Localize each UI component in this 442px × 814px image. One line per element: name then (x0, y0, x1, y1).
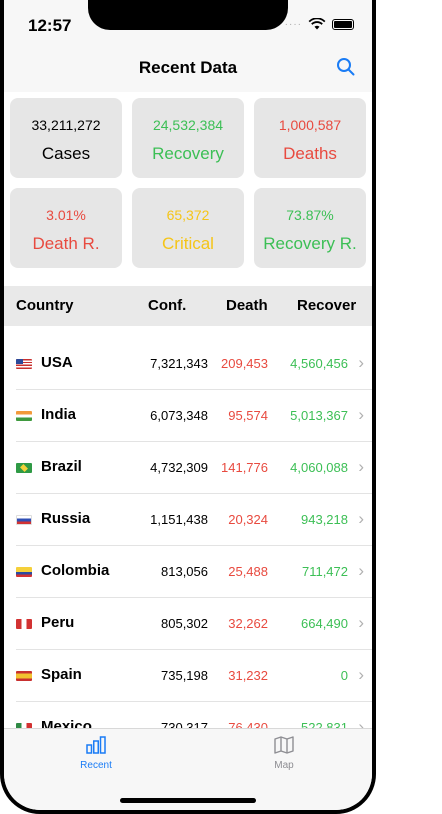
table-header: Country Conf. Death Recover (4, 286, 372, 326)
tab-label: Recent (36, 760, 156, 771)
stat-value: 73.87% (254, 207, 366, 223)
country-name: Peru (41, 614, 74, 631)
confirmed-value: 6,073,348 (150, 408, 208, 423)
stat-card-death-rate: 3.01% Death R. (10, 188, 122, 268)
recovered-value: 4,560,456 (290, 356, 348, 371)
recovered-value: 5,013,367 (290, 408, 348, 423)
death-value: 31,232 (228, 668, 268, 683)
home-indicator (120, 798, 256, 803)
confirmed-value: 7,321,343 (150, 356, 208, 371)
chevron-right-icon: › (358, 509, 364, 529)
header-confirmed: Conf. (148, 297, 186, 314)
chevron-right-icon: › (358, 457, 364, 477)
recovered-value: 0 (341, 668, 348, 683)
page-title: Recent Data (4, 58, 372, 78)
recovered-value: 943,218 (301, 512, 348, 527)
table-row[interactable]: Brazil 4,732,309 141,776 4,060,088 › (4, 442, 372, 494)
tab-label: Map (224, 760, 344, 771)
tab-recent[interactable]: Recent (36, 735, 156, 771)
map-icon (273, 735, 295, 755)
header-death: Death (226, 297, 268, 314)
app-screen: 12:57 ···· Recent Data 33,211,272 Cases (4, 0, 372, 810)
battery-icon (332, 19, 354, 30)
device-frame: 12:57 ···· Recent Data 33,211,272 Cases (0, 0, 376, 814)
recovered-value: 664,490 (301, 616, 348, 631)
india-flag-icon (16, 411, 32, 421)
stat-label: Death R. (10, 234, 122, 254)
confirmed-value: 1,151,438 (150, 512, 208, 527)
usa-flag-icon (16, 359, 32, 369)
navigation-bar: 12:57 ···· Recent Data (4, 0, 372, 92)
death-value: 32,262 (228, 616, 268, 631)
stat-value: 3.01% (10, 207, 122, 223)
peru-flag-icon (16, 619, 32, 629)
confirmed-value: 805,302 (161, 616, 208, 631)
search-icon[interactable] (334, 55, 358, 79)
stat-value: 33,211,272 (10, 117, 122, 133)
stat-card-cases: 33,211,272 Cases (10, 98, 122, 178)
confirmed-value: 730,317 (161, 720, 208, 728)
table-row[interactable]: Russia 1,151,438 20,324 943,218 › (4, 494, 372, 546)
death-value: 209,453 (221, 356, 268, 371)
country-name: Spain (41, 666, 82, 683)
country-name: Mexico (41, 718, 92, 728)
table-row[interactable]: India 6,073,348 95,574 5,013,367 › (4, 390, 372, 442)
death-value: 95,574 (228, 408, 268, 423)
country-name: Colombia (41, 562, 109, 579)
tab-map[interactable]: Map (224, 735, 344, 771)
death-value: 25,488 (228, 564, 268, 579)
device-notch (88, 0, 288, 30)
confirmed-value: 4,732,309 (150, 460, 208, 475)
stat-value: 1,000,587 (254, 117, 366, 133)
stat-card-recovery-rate: 73.87% Recovery R. (254, 188, 366, 268)
confirmed-value: 813,056 (161, 564, 208, 579)
status-time: 12:57 (28, 16, 71, 36)
table-row[interactable]: USA 7,321,343 209,453 4,560,456 › (4, 338, 372, 390)
chevron-right-icon: › (358, 561, 364, 581)
stat-card-recovery: 24,532,384 Recovery (132, 98, 244, 178)
stat-label: Recovery (132, 144, 244, 164)
confirmed-value: 735,198 (161, 668, 208, 683)
bar-chart-icon (85, 735, 107, 755)
chevron-right-icon: › (358, 665, 364, 685)
country-name: Russia (41, 510, 90, 527)
recovered-value: 522,831 (301, 720, 348, 728)
header-recover: Recover (297, 297, 356, 314)
country-name: Brazil (41, 458, 82, 475)
header-country: Country (16, 297, 74, 314)
wifi-icon (308, 18, 326, 30)
death-value: 141,776 (221, 460, 268, 475)
colombia-flag-icon (16, 567, 32, 577)
brazil-flag-icon (16, 463, 32, 473)
chevron-right-icon: › (358, 717, 364, 728)
russia-flag-icon (16, 515, 32, 525)
stat-value: 24,532,384 (132, 117, 244, 133)
death-value: 20,324 (228, 512, 268, 527)
chevron-right-icon: › (358, 613, 364, 633)
country-name: India (41, 406, 76, 423)
table-row[interactable]: Spain 735,198 31,232 0 › (4, 650, 372, 702)
recovered-value: 4,060,088 (290, 460, 348, 475)
table-row[interactable]: Mexico 730,317 76,430 522,831 › (4, 702, 372, 728)
table-row[interactable]: Peru 805,302 32,262 664,490 › (4, 598, 372, 650)
signal-icon: ···· (285, 19, 302, 30)
stat-value: 65,372 (132, 207, 244, 223)
status-icons: ···· (285, 18, 354, 30)
chevron-right-icon: › (358, 353, 364, 373)
stat-card-deaths: 1,000,587 Deaths (254, 98, 366, 178)
chevron-right-icon: › (358, 405, 364, 425)
stat-label: Deaths (254, 144, 366, 164)
recovered-value: 711,472 (302, 564, 348, 579)
country-name: USA (41, 354, 73, 371)
spain-flag-icon (16, 671, 32, 681)
stat-label: Critical (132, 234, 244, 254)
country-list: USA 7,321,343 209,453 4,560,456 › India … (4, 338, 372, 728)
table-row[interactable]: Colombia 813,056 25,488 711,472 › (4, 546, 372, 598)
death-value: 76,430 (228, 720, 268, 728)
stat-card-critical: 65,372 Critical (132, 188, 244, 268)
stat-label: Cases (10, 144, 122, 164)
stat-label: Recovery R. (254, 234, 366, 254)
